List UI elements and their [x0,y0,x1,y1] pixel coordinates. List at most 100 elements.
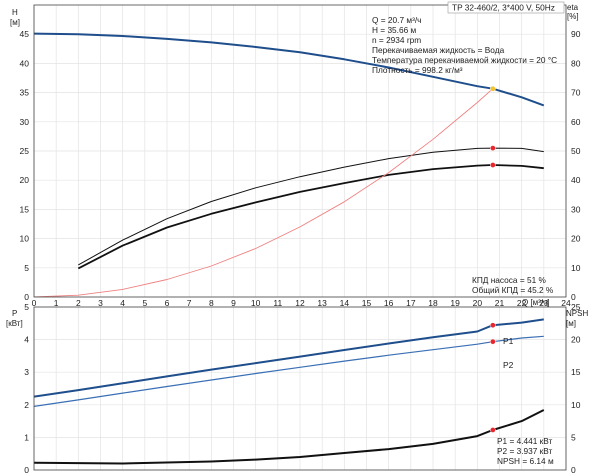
x-tick-label: 12 [295,298,305,308]
duty-point-marker [490,85,496,92]
y-tick-label: 3 [24,367,29,377]
y2-tick-label: 30 [571,204,581,214]
y-tick-label: 15 [20,204,30,214]
y-tick-label: 40 [20,58,30,68]
x-tick-label: 3 [98,298,103,308]
pump-efficiency-note: КПД насоса = 51 % [472,275,547,285]
operating-point-info: Q = 20.7 м³/ч H = 35.66 м n = 2934 rpm П… [372,15,557,75]
x-tick-label: 0 [32,298,37,308]
y2-axis-label-npsh: NPSH [м] [566,309,588,328]
x-tick-label: 10 [251,298,261,308]
info-speed: n = 2934 rpm [372,35,421,45]
npsh-curve [34,409,545,465]
x-tick-label: 19 [450,298,460,308]
info-liquid: Перекачиваемая жидкость = Вода [372,45,505,55]
y2-tick-label: 15 [571,367,581,377]
svg-text:NPSH: NPSH [566,309,588,318]
svg-text:H: H [12,8,18,17]
x-tick-label: 8 [209,298,214,308]
y2-tick-label: 90 [571,29,581,39]
y-tick-label: 4 [24,335,29,345]
p1-note: P1 = 4.441 кВт [497,436,553,446]
info-density: Плотность = 998.2 кг/м³ [372,65,463,75]
x-tick-label: 7 [187,298,192,308]
x-tick-label: 20 [473,298,483,308]
p1-series-label: P1 [503,336,514,346]
y-tick-label: 5 [24,263,29,273]
svg-text:[м]: [м] [10,18,20,27]
info-temperature: Температура перекачиваемой жидкости = 20… [372,55,557,65]
y2-tick-label: 50 [571,146,581,156]
info-flow: Q = 20.7 м³/ч [372,15,421,25]
tick-labels: 0 1 2 3 4 5 6 7 8 9 10 11 12 13 14 15 16 17 18 19 20 21 22 23 24… [20,29,581,474]
duty-point-marker [490,145,496,151]
y2-tick-label: 0 [571,292,576,302]
x-tick-label: 21 [495,298,505,308]
x-tick-label: 14 [340,298,350,308]
y2-tick-label: 70 [571,88,581,98]
y2-axis-label-eta: eta [%] [567,3,579,21]
y-tick-label: 0 [24,465,29,474]
y2-tick-label: 20 [571,234,581,244]
y2-tick-label: 80 [571,58,581,68]
x-axis-label: Q [м³/ч] [522,298,549,307]
info-head: H = 35.66 м [372,25,417,35]
duty-point-marker [490,338,496,345]
x-tick-label: 11 [273,298,282,308]
x-tick-label: 6 [165,298,170,308]
y2-tick-label: 10 [571,263,581,273]
title-box [447,1,565,14]
x-tick-label: 24 [561,298,571,308]
duty-points [490,85,496,433]
efficiency-notes: КПД насоса = 51 % Общий КПД = 45.2 % [472,275,554,295]
y-tick-label: 35 [20,88,30,98]
npsh-note: NPSH = 6.14 м [497,456,554,466]
y-tick-label: 0 [24,292,29,302]
x-tick-label: 1 [54,298,59,308]
p2-note: P2 = 3.937 кВт [497,446,553,456]
plot-frame-bottom [33,306,567,471]
x-tick-label: 18 [428,298,438,308]
y-tick-label: 5 [24,302,29,312]
y-tick-label: 10 [20,234,30,244]
y-tick-label: 25 [20,146,30,156]
p2-series-label: P2 [503,360,514,370]
duty-point-marker [490,322,496,329]
curves-bottom [34,318,545,465]
y2-tick-label: 10 [571,400,581,410]
x-tick-label: 13 [317,298,327,308]
x-tick-label: 9 [231,298,236,308]
p2-curve [34,335,544,407]
y-tick-label: 45 [20,29,30,39]
duty-point-marker [490,162,496,168]
y-tick-label: 1 [24,432,29,442]
system-curve [34,88,494,297]
x-tick-label: 22 [517,298,527,308]
x-tick-label: 2 [76,298,81,308]
x-tick-label: 16 [384,298,394,308]
duty-point-marker [490,427,496,433]
y2-tick-label: 40 [571,175,581,185]
y2-tick-label: 20 [571,335,581,345]
y2-tick-label: 60 [571,117,581,127]
svg-text:[кВт]: [кВт] [6,319,23,328]
y-tick-label: 20 [20,175,30,185]
plot-frame-top [33,4,567,298]
x-tick-label: 23 [539,298,549,308]
y-axis-label-power: P [кВт] [6,309,23,328]
y-tick-label: 2 [24,400,29,410]
x-tick-label: 17 [406,298,416,308]
x-tick-label: 15 [362,298,372,308]
y2-tick-label: 0 [571,465,576,474]
grid-bottom [33,306,567,471]
svg-text:[%]: [%] [567,12,579,21]
svg-text:P: P [12,309,17,318]
p1-curve [34,318,544,398]
x-tick-label: 4 [120,298,125,308]
y-tick-label: 30 [20,117,30,127]
x-tick-label: 5 [142,298,147,308]
y-axis-label-head: H [м] [10,8,20,27]
y2-tick-label: 25 [571,302,581,312]
